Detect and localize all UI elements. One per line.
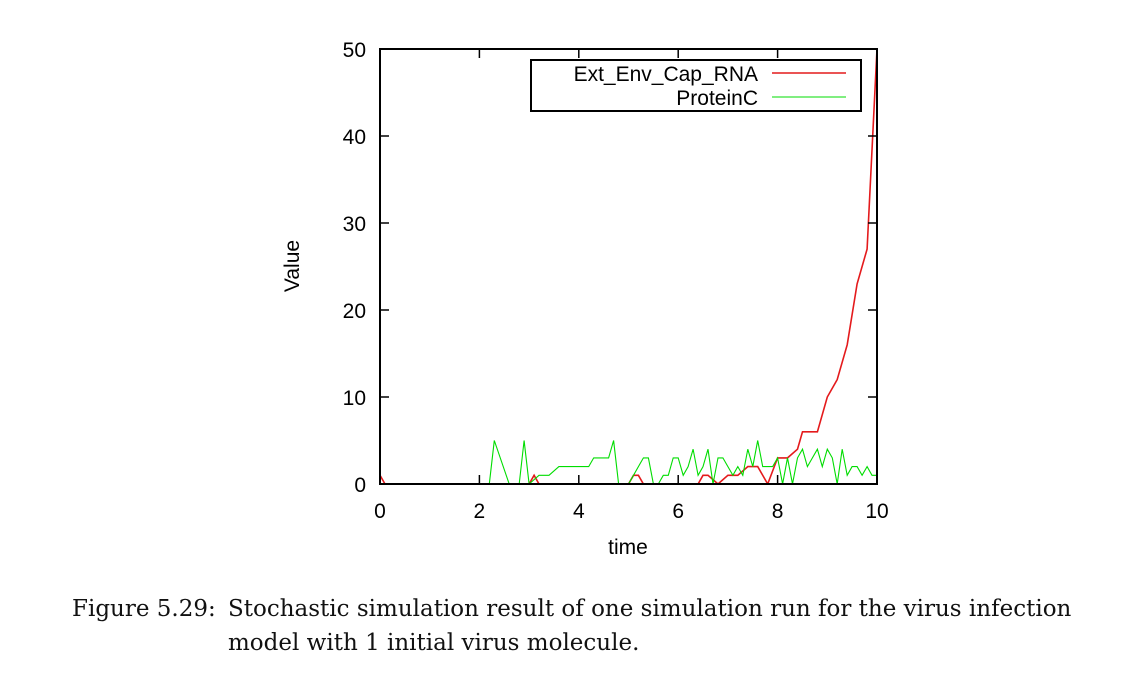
tick-labels-layer: 0 2 4 6 8 10 0 10 20 30 40 50: [343, 39, 889, 523]
x-tick-label: 8: [772, 500, 784, 523]
figure-caption-text: Stochastic simulation result of one simu…: [228, 596, 1072, 656]
y-tick-label: 50: [343, 39, 366, 62]
x-tick-label: 6: [672, 500, 684, 523]
x-tick-label: 4: [573, 500, 585, 523]
series-layer: [380, 49, 877, 484]
y-axis-title: Value: [281, 240, 304, 292]
legend-label: Ext_Env_Cap_RNA: [574, 63, 758, 86]
y-tick-label: 30: [343, 213, 366, 236]
y-tick-label: 20: [343, 300, 366, 323]
figure-caption-label: Figure 5.29:: [72, 596, 216, 622]
series-line-ext-env-cap-rna: [380, 49, 877, 484]
y-tick-label: 0: [354, 474, 366, 497]
legend-label: ProteinC: [676, 87, 758, 110]
x-tick-label: 0: [374, 500, 386, 523]
legend-box: [530, 59, 862, 112]
line-chart: 0 2 4 6 8 10 0 10 20 30 40 50 time Value Ext_Env_Ca…: [281, 39, 889, 559]
ticks-layer: [379, 48, 878, 485]
x-tick-label: 2: [474, 500, 486, 523]
y-tick-label: 10: [343, 387, 366, 410]
x-tick-label: 10: [865, 500, 888, 523]
plot-frame: [379, 48, 878, 485]
series-line-proteinc: [380, 440, 877, 484]
y-tick-label: 40: [343, 126, 366, 149]
x-axis-title: time: [608, 536, 648, 559]
